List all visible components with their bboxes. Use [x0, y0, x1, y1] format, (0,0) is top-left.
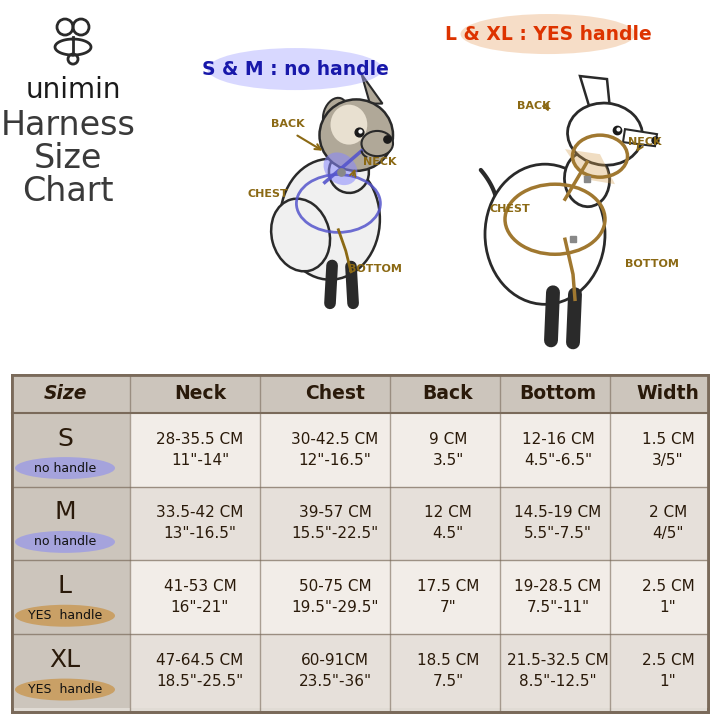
Text: Bottom: Bottom	[519, 384, 597, 403]
Text: YES  handle: YES handle	[28, 683, 102, 696]
Text: 33.5-42 CM
13"-16.5": 33.5-42 CM 13"-16.5"	[156, 505, 243, 541]
Text: 30-42.5 CM
12"-16.5": 30-42.5 CM 12"-16.5"	[292, 431, 379, 467]
Ellipse shape	[567, 103, 642, 165]
Text: 9 CM
3.5": 9 CM 3.5"	[429, 431, 467, 467]
Text: BACK: BACK	[271, 119, 305, 129]
Text: Width: Width	[636, 384, 699, 403]
FancyBboxPatch shape	[12, 634, 708, 708]
Text: 12-16 CM
4.5"-6.5": 12-16 CM 4.5"-6.5"	[521, 431, 595, 467]
Ellipse shape	[323, 98, 348, 130]
Text: L & XL : YES handle: L & XL : YES handle	[445, 24, 652, 43]
Ellipse shape	[461, 14, 636, 54]
Ellipse shape	[280, 159, 380, 279]
Text: Chart: Chart	[22, 175, 114, 208]
Text: 21.5-32.5 CM
8.5"-12.5": 21.5-32.5 CM 8.5"-12.5"	[507, 653, 609, 689]
Ellipse shape	[485, 164, 605, 305]
Ellipse shape	[15, 531, 115, 553]
FancyBboxPatch shape	[12, 413, 708, 487]
FancyBboxPatch shape	[12, 487, 708, 560]
Text: 14.5-19 CM
5.5"-7.5": 14.5-19 CM 5.5"-7.5"	[514, 505, 602, 541]
Text: no handle: no handle	[34, 462, 96, 474]
Text: 39-57 CM
15.5"-22.5": 39-57 CM 15.5"-22.5"	[292, 505, 379, 541]
Ellipse shape	[15, 678, 115, 701]
Ellipse shape	[323, 153, 357, 185]
Text: 50-75 CM
19.5"-29.5": 50-75 CM 19.5"-29.5"	[292, 580, 379, 616]
Text: Neck: Neck	[174, 384, 226, 403]
Text: NECK: NECK	[629, 137, 662, 147]
Ellipse shape	[330, 104, 367, 145]
Text: 17.5 CM
7": 17.5 CM 7"	[417, 580, 480, 616]
Text: Back: Back	[423, 384, 473, 403]
Text: BACK: BACK	[517, 101, 551, 111]
Text: 47-64.5 CM
18.5"-25.5": 47-64.5 CM 18.5"-25.5"	[156, 653, 243, 689]
Polygon shape	[580, 76, 610, 109]
Polygon shape	[361, 74, 382, 104]
Polygon shape	[623, 129, 657, 146]
Text: BOTTOM: BOTTOM	[625, 259, 679, 269]
Text: Size: Size	[34, 142, 102, 175]
Text: 28-35.5 CM
11"-14": 28-35.5 CM 11"-14"	[156, 431, 243, 467]
Text: 2 CM
4/5": 2 CM 4/5"	[649, 505, 687, 541]
FancyBboxPatch shape	[12, 560, 130, 634]
Text: Size: Size	[43, 384, 86, 403]
Text: 60-91CM
23.5"-36": 60-91CM 23.5"-36"	[298, 653, 372, 689]
Text: YES  handle: YES handle	[28, 609, 102, 622]
Text: L: L	[58, 575, 72, 598]
FancyBboxPatch shape	[12, 487, 130, 560]
Text: CHEST: CHEST	[490, 204, 531, 215]
Ellipse shape	[564, 152, 610, 207]
Text: M: M	[54, 500, 76, 524]
Text: S & M : no handle: S & M : no handle	[202, 60, 388, 78]
Ellipse shape	[271, 199, 330, 271]
Ellipse shape	[207, 48, 382, 90]
Text: unimin: unimin	[25, 76, 121, 104]
Text: BOTTOM: BOTTOM	[348, 264, 402, 274]
FancyBboxPatch shape	[12, 375, 708, 712]
Text: Harness: Harness	[1, 109, 135, 142]
Text: 19-28.5 CM
7.5"-11": 19-28.5 CM 7.5"-11"	[514, 580, 602, 616]
Text: 18.5 CM
7.5": 18.5 CM 7.5"	[417, 653, 480, 689]
Ellipse shape	[361, 131, 393, 156]
FancyBboxPatch shape	[12, 634, 130, 708]
Text: no handle: no handle	[34, 536, 96, 549]
Text: 41-53 CM
16"-21": 41-53 CM 16"-21"	[163, 580, 236, 616]
Text: XL: XL	[50, 648, 81, 672]
Ellipse shape	[15, 605, 115, 626]
Text: CHEST: CHEST	[248, 189, 289, 199]
Text: 2.5 CM
1": 2.5 CM 1"	[642, 653, 694, 689]
FancyBboxPatch shape	[12, 375, 708, 413]
Polygon shape	[565, 149, 615, 184]
Text: 2.5 CM
1": 2.5 CM 1"	[642, 580, 694, 616]
FancyBboxPatch shape	[12, 413, 130, 487]
Text: S: S	[57, 426, 73, 451]
Text: Chest: Chest	[305, 384, 365, 403]
Text: 12 CM
4.5": 12 CM 4.5"	[424, 505, 472, 541]
Ellipse shape	[15, 457, 115, 479]
FancyBboxPatch shape	[12, 560, 708, 634]
Ellipse shape	[320, 99, 393, 171]
Ellipse shape	[329, 151, 369, 193]
Text: NECK: NECK	[363, 157, 397, 167]
Text: 1.5 CM
3/5": 1.5 CM 3/5"	[642, 431, 694, 467]
